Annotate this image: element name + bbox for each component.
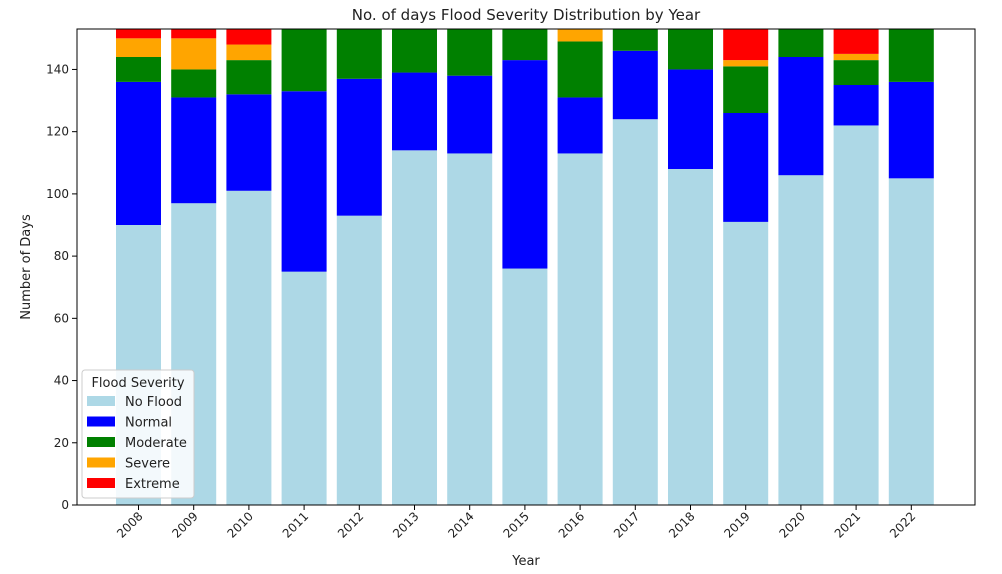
legend-swatch-extreme — [87, 478, 115, 488]
y-tick-label: 80 — [54, 249, 69, 263]
bar-no-flood-2010 — [226, 190, 272, 505]
x-tick-label: 2019 — [721, 509, 752, 540]
y-axis-title: Number of Days — [19, 214, 34, 320]
x-tick-label: 2011 — [280, 509, 311, 540]
bar-normal-2015 — [502, 60, 548, 269]
bar-normal-2010 — [226, 94, 272, 191]
x-tick-label: 2014 — [445, 509, 476, 540]
bar-no-flood-2021 — [833, 125, 879, 505]
bar-severe-2008 — [116, 38, 161, 57]
bar-no-flood-2015 — [502, 268, 548, 505]
bar-no-flood-2022 — [888, 178, 934, 506]
x-tick-label: 2016 — [556, 509, 587, 540]
x-axis-title: Year — [511, 554, 540, 569]
bar-no-flood-2020 — [778, 175, 824, 505]
bar-extreme-2021 — [833, 29, 879, 54]
x-tick-label: 2010 — [225, 509, 256, 540]
bar-no-flood-2013 — [392, 150, 437, 506]
legend-swatch-normal — [87, 416, 115, 427]
x-axis: 2008 2009 2010 2011 2012 2013 2014 2015 2016 2017… — [114, 505, 918, 541]
axes-frame — [76, 28, 976, 506]
x-tick-label: 2009 — [169, 509, 200, 540]
bar-severe-2019 — [723, 60, 769, 67]
bar-moderate-2018 — [668, 29, 713, 70]
bar-normal-2019 — [723, 113, 769, 222]
bar-no-flood-2012 — [336, 215, 382, 505]
x-tick-label: 2012 — [335, 509, 366, 540]
bar-moderate-2012 — [336, 29, 382, 79]
bar-moderate-2015 — [502, 29, 548, 61]
bar-severe-2016 — [557, 29, 603, 42]
bar-severe-2009 — [171, 38, 217, 70]
bar-severe-2021 — [833, 53, 879, 61]
y-tick-label: 60 — [54, 311, 69, 325]
legend-swatch-no-flood — [87, 396, 115, 406]
bar-no-flood-2017 — [612, 119, 658, 505]
x-tick-label: 2017 — [611, 509, 642, 540]
x-tick-label: 2020 — [777, 509, 808, 540]
legend-label-severe: Severe — [125, 457, 170, 472]
x-tick-label: 2008 — [114, 509, 145, 540]
bar-moderate-2013 — [392, 29, 437, 73]
y-tick-label: 20 — [54, 436, 69, 450]
bar-normal-2013 — [392, 72, 437, 151]
x-tick-label: 2013 — [390, 509, 421, 540]
bar-no-flood-2019 — [723, 221, 769, 505]
y-tick-label: 120 — [46, 125, 69, 139]
bar-normal-2009 — [171, 97, 217, 204]
legend-title: Flood Severity — [91, 376, 184, 391]
bar-severe-2010 — [226, 44, 272, 61]
bar-moderate-2008 — [116, 57, 161, 82]
x-tick-label: 2015 — [501, 509, 532, 540]
legend-label-normal: Normal — [125, 416, 172, 431]
bar-moderate-2020 — [778, 29, 824, 57]
y-axis: 0 20 40 60 80 100 120 140 — [46, 62, 77, 512]
bar-moderate-2011 — [281, 29, 327, 92]
bar-normal-2008 — [116, 81, 161, 225]
y-tick-label: 100 — [46, 187, 69, 201]
chart-title: No. of days Flood Severity Distribution … — [352, 6, 701, 24]
bar-moderate-2009 — [171, 69, 217, 98]
legend-swatch-severe — [87, 457, 115, 468]
bar-normal-2011 — [281, 91, 327, 272]
bar-no-flood-2018 — [668, 169, 713, 505]
bar-moderate-2017 — [612, 29, 658, 51]
x-tick-label: 2022 — [887, 509, 918, 540]
bar-extreme-2019 — [723, 29, 769, 61]
bar-normal-2018 — [668, 69, 713, 169]
x-tick-label: 2021 — [832, 509, 863, 540]
bar-moderate-2021 — [833, 60, 879, 85]
bar-moderate-2019 — [723, 66, 769, 113]
y-tick-label: 140 — [46, 62, 69, 76]
bar-normal-2012 — [336, 78, 382, 216]
legend-label-moderate: Moderate — [125, 436, 187, 451]
bar-extreme-2009 — [171, 29, 217, 39]
bar-no-flood-2014 — [447, 153, 493, 505]
bar-normal-2022 — [888, 81, 934, 179]
bar-no-flood-2011 — [281, 271, 327, 505]
bar-moderate-2016 — [557, 41, 603, 98]
x-tick-label: 2018 — [666, 509, 697, 540]
bar-normal-2021 — [833, 85, 879, 126]
bar-normal-2020 — [778, 57, 824, 176]
bar-no-flood-2016 — [557, 153, 603, 505]
bar-moderate-2022 — [888, 29, 934, 82]
legend: Flood Severity No Flood Normal Moderate Sev… — [81, 369, 195, 499]
bars-group — [116, 29, 934, 506]
bar-extreme-2010 — [226, 29, 272, 45]
y-tick-label: 40 — [54, 374, 69, 388]
bar-normal-2017 — [612, 50, 658, 120]
bar-normal-2014 — [447, 75, 493, 154]
bar-moderate-2010 — [226, 60, 272, 95]
legend-label-extreme: Extreme — [125, 477, 180, 492]
bar-moderate-2014 — [447, 29, 493, 76]
legend-label-no-flood: No Flood — [125, 395, 182, 410]
legend-swatch-moderate — [87, 437, 115, 447]
y-tick-label: 0 — [61, 498, 69, 512]
legend-items: No Flood Normal Moderate Severe Extreme — [87, 395, 187, 492]
bar-normal-2016 — [557, 97, 603, 154]
bar-extreme-2008 — [116, 29, 161, 39]
